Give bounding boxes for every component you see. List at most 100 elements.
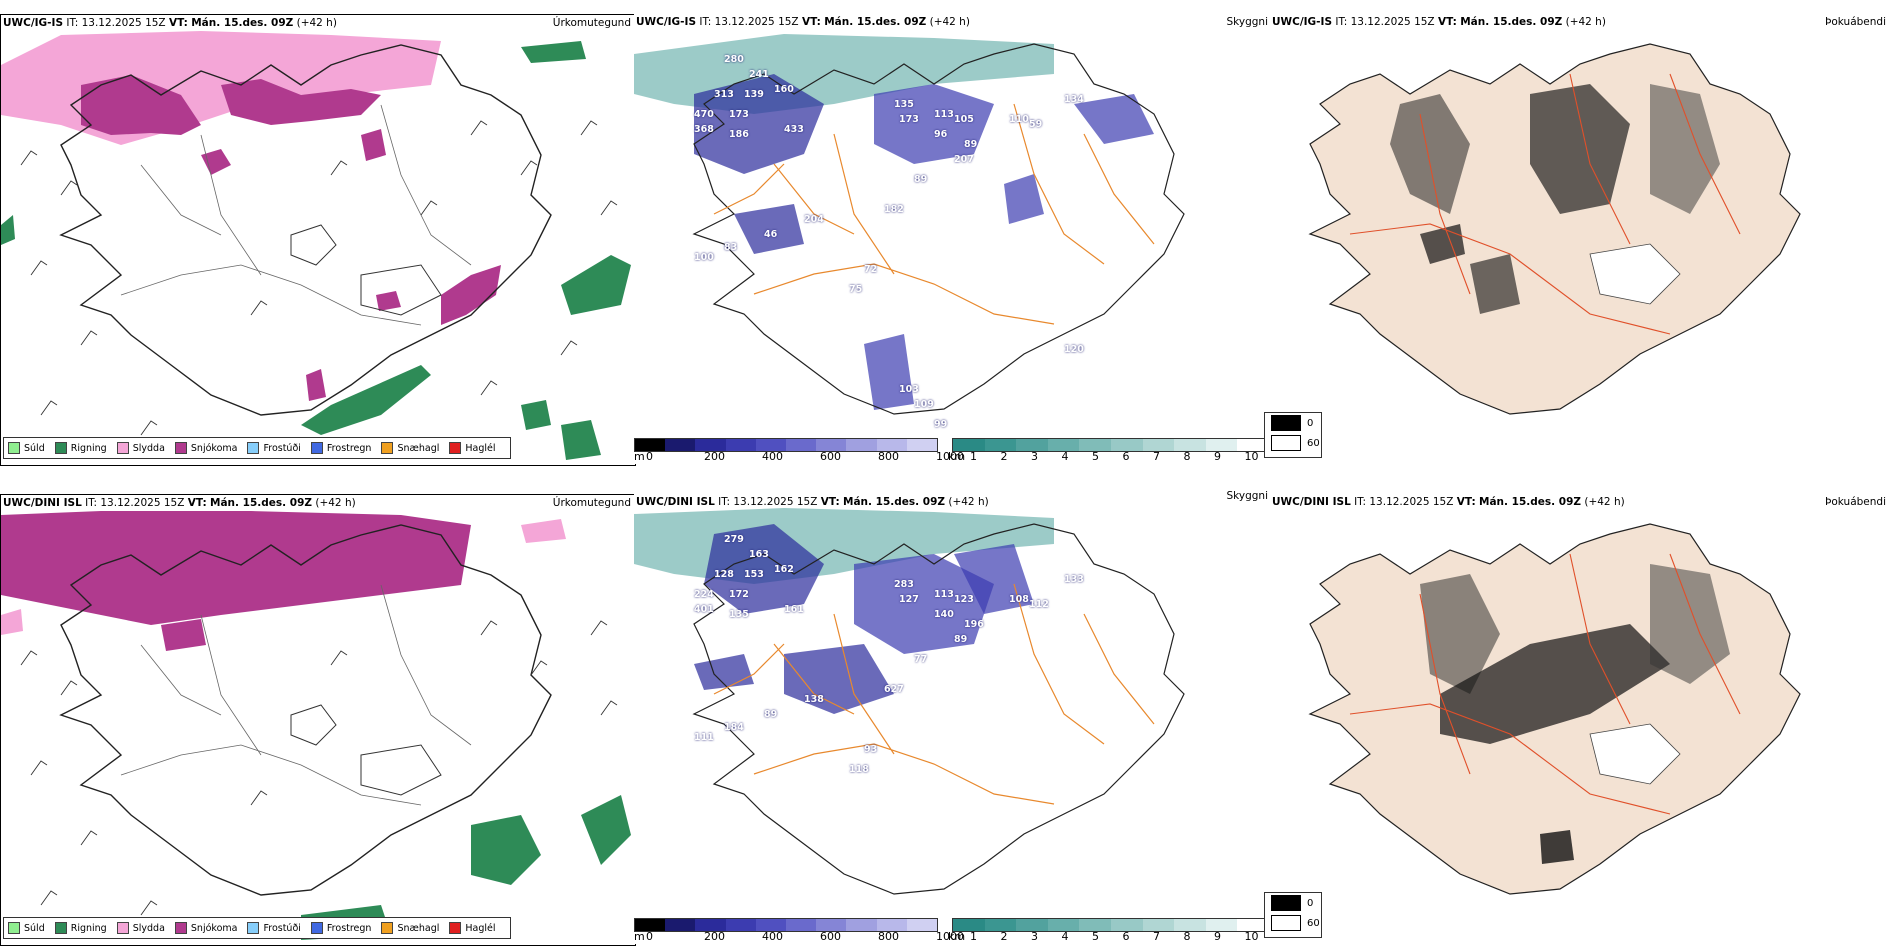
colorbar-segment: [1237, 919, 1269, 931]
fog-legend: 0 60: [1264, 892, 1322, 938]
rain-area: [581, 795, 631, 865]
legend-swatch: [116, 922, 129, 934]
colorbar-segment: [695, 919, 726, 931]
cloud-base-value: 112: [1029, 599, 1049, 610]
legend-swatch: [116, 442, 129, 454]
snow-area: [441, 265, 501, 325]
cloud-base-value: 186: [729, 129, 749, 140]
cloud-base-value: 135: [894, 99, 914, 110]
cloud-base-value: 280: [724, 54, 744, 65]
legend-swatch: [54, 442, 67, 454]
panel-kind-label: Þokuábendi: [1825, 496, 1886, 508]
legend-swatch: [449, 442, 462, 454]
colorbar-segment: [1142, 439, 1175, 451]
precip-type-map: [1, 31, 631, 460]
height-unit: m: [634, 930, 645, 943]
cloud-base-value: 368: [694, 124, 714, 135]
visibility-tick-label: 1: [970, 450, 977, 463]
glacier-clear-area: [1589, 723, 1681, 785]
colorbar-segment: [1016, 919, 1048, 931]
cloud-base-value: 89: [764, 709, 778, 720]
cloud-base-value: 133: [1064, 574, 1084, 585]
colorbar-segment: [755, 919, 787, 931]
cloud-base-value: 108: [1009, 594, 1029, 605]
colorbar-segment: [665, 439, 696, 451]
panel-title: UWC/IG-IS IT: 13.12.2025 15Z VT: Mán. 15…: [3, 17, 337, 29]
legend-item: Slydda: [116, 442, 165, 454]
cloud-base-value: 89: [964, 139, 978, 150]
legend-swatch: [1271, 915, 1301, 931]
legend-item: Súld: [8, 442, 45, 454]
rain-area: [561, 420, 601, 460]
fog-area: [1420, 224, 1465, 264]
cloud-base-value: 77: [914, 654, 928, 665]
colorbar-segment: [1237, 439, 1269, 451]
precip-type-panel-dini: UWC/DINI ISL IT: 13.12.2025 15Z VT: Mán.…: [0, 494, 636, 946]
snow-area: [221, 79, 381, 125]
fog-area: [1650, 84, 1720, 214]
height-tick-label: 1000: [936, 930, 964, 943]
visibility-tick-label: 6: [1122, 930, 1130, 943]
legend-item: Snæhagl: [381, 442, 439, 454]
fog-legend-row: 0: [1265, 413, 1321, 433]
cloud-base-value: 140: [934, 609, 954, 620]
colorbar-segment: [1174, 439, 1206, 451]
cloud-base-value: 163: [749, 549, 769, 560]
road-network: [713, 583, 1155, 805]
fog-index-map: [1308, 43, 1801, 415]
legend-item: Frostúði: [247, 442, 301, 454]
glacier-clear-area: [1589, 243, 1681, 305]
cloud-base-value: 59: [1029, 119, 1043, 130]
legend-swatch: [1271, 415, 1301, 431]
cloud-base-value: 313: [714, 89, 734, 100]
snow-area: [81, 75, 201, 135]
visibility-tick-label: 1: [970, 930, 977, 943]
precip-type-map: [1, 511, 631, 940]
visibility-tick-label: 6: [1122, 450, 1130, 463]
legend-swatch: [8, 442, 20, 454]
fog-area: [1530, 84, 1630, 214]
height-tick-label: 400: [762, 930, 783, 943]
visibility-tick-label: 10: [1244, 450, 1259, 463]
snow-area: [161, 619, 206, 651]
legend-item: Frostregn: [310, 442, 371, 454]
low-cloud-area: [704, 524, 824, 614]
colorbar-segment: [725, 439, 756, 451]
cloud-base-value: 401: [694, 604, 714, 615]
fog-area: [1390, 94, 1470, 214]
cloud-base-value: 162: [774, 564, 794, 575]
fog-index-panel-igis: UWC/IG-IS IT: 13.12.2025 15Z VT: Mán. 15…: [1270, 14, 1900, 464]
rain-area: [471, 815, 541, 885]
precip-type-panel-igis: UWC/IG-IS IT: 13.12.2025 15Z VT: Mán. 15…: [0, 14, 636, 466]
glacier-outline: [290, 224, 337, 266]
legend-item: Slydda: [116, 922, 165, 934]
cloud-base-value: 173: [729, 109, 749, 120]
height-tick-label: 0: [646, 930, 653, 943]
low-cloud-area: [874, 84, 994, 164]
panel-kind-label: Skyggni: [1226, 490, 1269, 502]
snow-area: [306, 369, 326, 401]
visibility-map: [634, 34, 1185, 415]
height-tick-label: 200: [704, 450, 725, 463]
visibility-tick-label: 8: [1183, 450, 1191, 463]
cloud-base-value: 153: [744, 569, 764, 580]
colorbar-segment: [635, 919, 666, 931]
height-tick-label: 800: [878, 450, 899, 463]
cloud-base-value: 120: [1064, 344, 1084, 355]
visibility-tick-label: 7: [1153, 930, 1160, 943]
visibility-colorbar: [952, 438, 1270, 452]
cloud-base-value: 111: [694, 732, 714, 743]
visibility-colorbar: [952, 918, 1270, 932]
visibility-tick-label: 9: [1214, 930, 1221, 943]
colorbar-segment: [816, 919, 847, 931]
legend-item: Súld: [8, 922, 45, 934]
visibility-map: [634, 508, 1185, 895]
cloud-base-value: 196: [964, 619, 984, 630]
legend-swatch: [310, 922, 323, 934]
colorbar-segment: [1205, 919, 1238, 931]
colorbar-segment: [1205, 439, 1238, 451]
cloud-base-value: 279: [724, 534, 744, 545]
colorbar-segment: [846, 439, 877, 451]
colorbar-segment: [953, 439, 985, 451]
